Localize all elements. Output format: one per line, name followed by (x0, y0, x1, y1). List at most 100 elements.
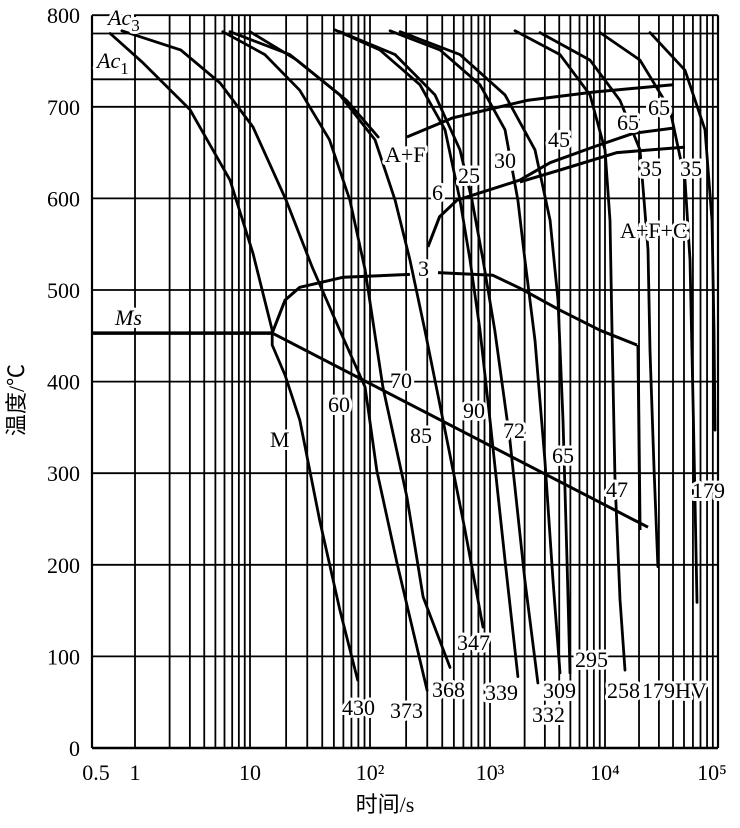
annotation-text: 30 (494, 148, 516, 173)
y-axis-label: 温度/℃ (4, 364, 29, 436)
annotation-text: 347 (457, 630, 490, 655)
cooling-curve-179HV (598, 31, 699, 604)
annotation-label: 90 (463, 398, 485, 423)
annotation-label: 179HV (642, 678, 707, 703)
x-axis-label: 时间/s (356, 792, 415, 817)
cooling-curve-368 (221, 30, 452, 669)
annotation-label: A+F+C (620, 218, 688, 243)
annotation-label: 179 (692, 478, 725, 503)
annotation-label: 45 (548, 127, 570, 152)
annotation-text: 309 (543, 678, 576, 703)
annotation-label: 35 (680, 156, 702, 181)
annotation-text: A+F+C (620, 218, 688, 243)
annotation-text: 25 (458, 163, 480, 188)
annotation-label: 258 (607, 678, 640, 703)
cooling-curve-430 (108, 32, 360, 682)
annotation-label: 47 (606, 477, 628, 502)
annotation-text: 90 (463, 398, 485, 423)
annotation-label: 295 (575, 647, 608, 672)
transformation-line-bainite-start-b (437, 271, 638, 347)
annotation-text: 35 (680, 156, 702, 181)
x-tick-label: 10⁴ (590, 760, 620, 785)
annotation-text: 179HV (642, 678, 707, 703)
x-tick-label: 1 (130, 760, 141, 785)
annotation-label: 25 (458, 163, 480, 188)
annotation-label: 430 (342, 695, 375, 720)
transformation-line-bainite-finish (271, 331, 649, 529)
tick-labels: 0 100 200 300 400 500 600 700 800 0.5 1 10 10² 10³ 10⁴… (47, 3, 727, 785)
cooling-curve-10 (538, 31, 660, 568)
annotation-label: 35 (640, 156, 662, 181)
x-tick-label: 10³ (476, 760, 505, 785)
y-tick-label: 500 (47, 278, 80, 303)
annotation-text: 65 (552, 443, 574, 468)
annotation-subscript: 3 (131, 16, 140, 35)
y-tick-label: 600 (47, 186, 80, 211)
x-tick-label: 10 (239, 760, 261, 785)
annotation-label: 65 (648, 95, 670, 120)
grid (90, 14, 720, 750)
annotation-text: 258 (607, 678, 640, 703)
annotation-text: 70 (390, 368, 412, 393)
annotation-text: 295 (575, 647, 608, 672)
x-tick-label: 0.5 (82, 760, 110, 785)
annotation-text: 179 (692, 478, 725, 503)
annotation-text: Ms (114, 305, 142, 330)
x-tick-label: 10² (356, 760, 385, 785)
annotation-label: 339 (485, 680, 518, 705)
transformation-line-ferrite-start (406, 83, 674, 139)
y-tick-label: 100 (47, 644, 80, 669)
cooling-curve-373 (120, 29, 429, 692)
annotation-text: M (270, 427, 290, 452)
cooling-curve-339 (333, 28, 520, 678)
annotation-label: A+F (385, 142, 426, 167)
annotation-text: 47 (606, 477, 628, 502)
y-tick-label: 700 (47, 95, 80, 120)
annotation-label: 72 (503, 418, 525, 443)
annotation-text: 430 (342, 695, 375, 720)
y-tick-label: 400 (47, 370, 80, 395)
cooling-curve-179 (648, 31, 717, 432)
x-tick-label: 10⁵ (697, 760, 727, 785)
annotation-text: 373 (390, 698, 423, 723)
cooling-curve-258 (513, 29, 627, 672)
annotation-label: 3 (418, 256, 429, 281)
transformation-line-bainite-end-vertical (636, 344, 642, 531)
annotation-subscript: 1 (120, 59, 129, 78)
y-tick-label: 200 (47, 553, 80, 578)
annotation-label: M (270, 427, 290, 452)
annotation-label: 347 (457, 630, 490, 655)
transformation-line-pearlite-start (426, 126, 676, 248)
annotation-text: 339 (485, 680, 518, 705)
annotation-text: Ac (95, 48, 120, 73)
cooling-curve-295 (398, 30, 572, 675)
annotation-label: Ms (114, 305, 142, 330)
annotation-text: 60 (328, 392, 350, 417)
annotation-text: 3 (418, 256, 429, 281)
curves (92, 28, 717, 692)
annotation-label: 70 (390, 368, 412, 393)
annotation-label: 373 (390, 698, 423, 723)
annotation-label: 65 (617, 110, 639, 135)
annotation-text: A+F (385, 142, 426, 167)
annotation-label: Ac1 (95, 48, 129, 78)
annotation-text: 368 (432, 677, 465, 702)
annotation-text: 65 (648, 95, 670, 120)
annotation-label: 65 (552, 443, 574, 468)
annotation-text: Ac (106, 5, 131, 30)
y-tick-label: 300 (47, 461, 80, 486)
annotation-text: 332 (532, 702, 565, 727)
y-tick-label: 0 (69, 736, 80, 761)
annotation-label: 368 (432, 677, 465, 702)
annotation-text: 85 (410, 423, 432, 448)
annotation-label: 309 (543, 678, 576, 703)
annotation-label: 30 (494, 148, 516, 173)
annotation-label: 332 (532, 702, 565, 727)
transformation-line-bainite-start-a (270, 272, 410, 334)
annotation-text: 35 (640, 156, 662, 181)
annotation-text: 72 (503, 418, 525, 443)
y-tick-label: 800 (47, 3, 80, 28)
annotation-label: 6 (432, 180, 443, 205)
